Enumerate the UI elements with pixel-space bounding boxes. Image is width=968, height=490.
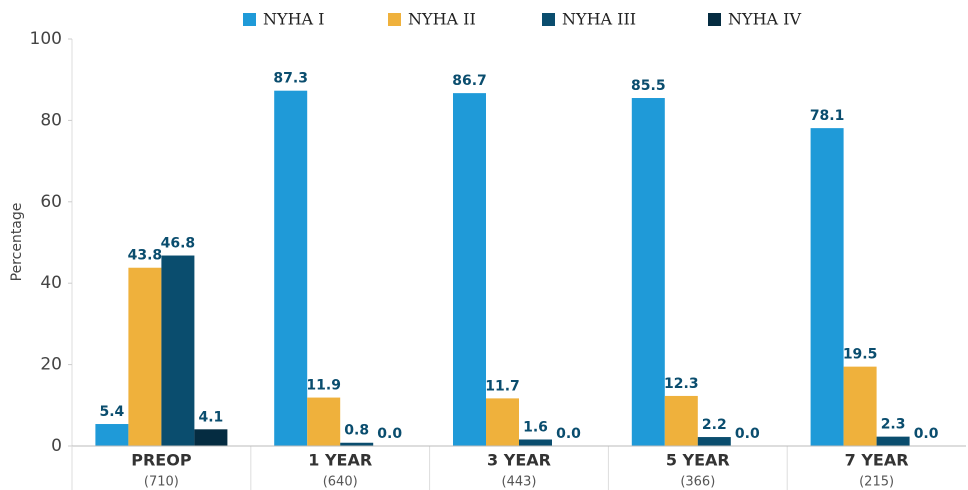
value-label: 19.5 [843,347,878,363]
legend-label: NYHA III [562,10,636,29]
value-label: 0.0 [556,426,581,442]
x-tick-label: 3 YEAR [487,451,551,470]
x-count-label: (640) [323,475,358,490]
x-tick-label: 7 YEAR [845,451,909,470]
bar [274,90,308,447]
x-tick-label: 1 YEAR [308,451,372,470]
y-tick-label: 100 [30,29,62,49]
legend-label: NYHA IV [728,10,801,29]
value-label: 0.8 [344,423,369,439]
bar [307,397,341,446]
value-label: 0.0 [377,426,402,442]
value-label: 0.0 [914,426,939,442]
bar [161,255,195,446]
bar [95,424,129,446]
value-label: 11.9 [306,378,341,394]
value-label: 12.3 [664,376,699,392]
legend-swatch [542,13,555,26]
x-count-label: (443) [502,475,537,490]
legend-swatch [708,13,721,26]
bar [519,439,552,446]
legend-label: NYHA I [263,10,324,29]
bar [664,395,698,446]
bar [340,442,374,446]
x-count-label: (366) [680,475,715,490]
value-label: 11.7 [485,378,520,394]
value-label: 46.8 [161,236,196,252]
legend-label: NYHA II [408,10,476,29]
bar [697,437,731,446]
bar [876,436,910,446]
value-label: 85.5 [631,78,666,94]
x-tick-label: 5 YEAR [666,451,730,470]
y-tick-label: 80 [40,110,62,130]
value-label: 2.2 [702,417,727,433]
value-label: 0.0 [735,426,760,442]
bar [453,93,486,447]
bar [843,366,877,446]
value-label: 43.8 [128,248,163,264]
x-count-label: (215) [859,475,894,490]
value-label: 87.3 [273,71,308,87]
bar [128,267,162,446]
value-label: 86.7 [452,73,487,89]
y-tick-label: 0 [51,436,62,456]
y-tick-label: 60 [40,192,62,212]
y-tick-label: 20 [40,355,62,375]
bar [631,98,665,446]
legend-swatch [388,13,401,26]
bar [486,398,519,446]
y-axis-label: Percentage [9,203,25,282]
value-label: 1.6 [523,419,548,435]
value-label: 5.4 [99,404,124,420]
y-tick-label: 40 [40,273,62,293]
value-label: 2.3 [881,417,906,433]
bar [810,128,844,446]
value-label: 4.1 [198,409,223,425]
value-label: 78.1 [810,108,845,124]
bar [194,429,228,446]
x-tick-label: PREOP [131,451,192,470]
x-count-label: (710) [144,475,179,490]
legend-swatch [243,13,256,26]
